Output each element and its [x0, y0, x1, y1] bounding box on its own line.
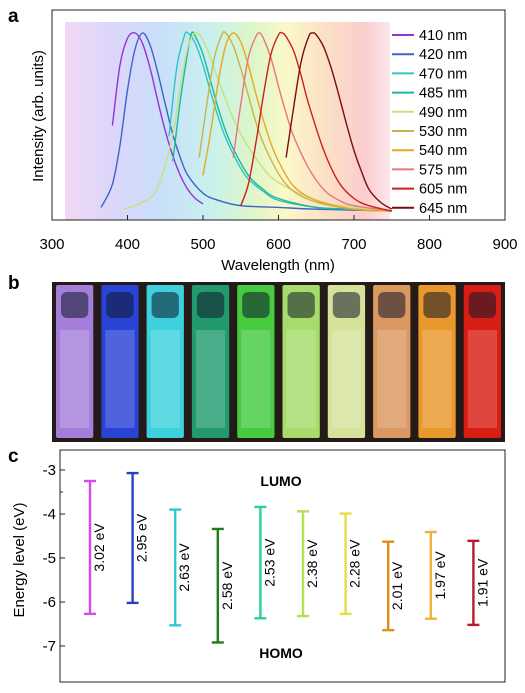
homo-label: HOMO	[259, 645, 303, 661]
spectrum-line	[111, 32, 204, 205]
vial	[237, 285, 275, 438]
vial-cap	[196, 292, 225, 318]
vial-cap	[61, 292, 89, 318]
vial-cap	[378, 292, 406, 318]
x-tick-label-a: 700	[341, 236, 366, 253]
legend-label: 485 nm	[419, 86, 467, 102]
legend-label: 575 nm	[419, 162, 467, 178]
legend-label: 605 nm	[419, 182, 467, 198]
bandgap-label: 2.63 eV	[176, 543, 192, 592]
lumo-label: LUMO	[260, 473, 301, 489]
panel-label-b: b	[8, 273, 20, 294]
panel-label-c: c	[8, 446, 19, 467]
vial	[56, 285, 94, 438]
x-tick-label-a: 500	[190, 236, 215, 253]
vial-cap	[287, 292, 315, 318]
spectrum-line	[202, 32, 392, 212]
legend-label: 420 nm	[419, 47, 467, 63]
energy-bars: 3.02 eV 2.95 eV 2.63 eV 2.58 eV 2.53 eV 2.38 …	[84, 471, 490, 644]
y-tick-label-c: -5	[43, 550, 56, 567]
legend-label: 540 nm	[419, 143, 467, 159]
vial-cap	[242, 292, 270, 318]
vial-glow	[286, 330, 316, 428]
bandgap-label: 2.38 eV	[304, 539, 320, 588]
spectrum-line	[232, 32, 392, 212]
vial-glow	[60, 330, 90, 428]
legend-label: 410 nm	[419, 28, 467, 44]
spectrum-line	[123, 32, 392, 212]
vial-cap	[106, 292, 134, 318]
vial-row	[56, 285, 501, 438]
y-axis-label-a: Intensity (arb. units)	[30, 50, 47, 182]
spectrum-line	[198, 30, 392, 212]
x-tick-label-a: 800	[417, 236, 442, 253]
vial-glow	[105, 330, 135, 428]
x-tick-label-a: 400	[115, 236, 140, 253]
bandgap-label: 2.01 eV	[389, 561, 405, 610]
panel-b: b	[8, 273, 505, 442]
legend-label: 530 nm	[419, 124, 467, 140]
x-tick-label-a: 600	[266, 236, 291, 253]
vial-glow	[331, 330, 362, 428]
vial-glow	[241, 330, 271, 428]
vial-glow	[195, 330, 226, 428]
bandgap-label: 3.02 eV	[91, 523, 107, 572]
y-tick-label-c: -6	[43, 594, 56, 611]
vial-cap	[151, 292, 179, 318]
vial	[463, 285, 501, 438]
spectrum-line	[240, 31, 392, 212]
spectrum-line	[100, 32, 392, 212]
y-axis-c: -3 -4 -5 -6 -7	[43, 462, 65, 655]
spectra-lines	[100, 30, 393, 212]
panel-c: c -3 -4 -5 -6 -7 3.02 eV 2.95 eV 2.63 eV 2.58 e…	[8, 446, 506, 683]
spectrum-line	[285, 32, 393, 210]
vial	[101, 285, 139, 438]
vial	[373, 285, 411, 438]
x-axis-a: 300 400 500 600 700 800 900	[39, 215, 518, 253]
bandgap-label: 2.95 eV	[134, 513, 150, 562]
vial-glow	[467, 330, 497, 428]
bandgap-label: 2.53 eV	[261, 538, 277, 587]
plot-frame-c	[59, 449, 506, 683]
vial	[191, 285, 230, 438]
x-tick-label-a: 300	[39, 236, 64, 253]
x-tick-label-a: 900	[492, 236, 517, 253]
vial-glow	[150, 330, 180, 428]
vial-cap	[332, 292, 361, 318]
y-tick-label-c: -7	[43, 638, 56, 655]
y-tick-label-c: -4	[43, 506, 56, 523]
legend-a: 410 nm 420 nm 470 nm 485 nm 490 nm 530 nm 540 …	[392, 28, 467, 217]
bandgap-label: 1.97 eV	[432, 551, 448, 600]
vial	[146, 285, 184, 438]
bandgap-label: 1.91 eV	[474, 558, 490, 607]
vial	[327, 285, 366, 438]
legend-label: 645 nm	[419, 201, 467, 217]
spectrum-line	[168, 31, 392, 212]
vial	[418, 285, 456, 438]
spectrum-background	[65, 22, 390, 220]
bandgap-label: 2.58 eV	[219, 561, 235, 610]
vial-cap	[468, 292, 496, 318]
y-axis-label-c: Energy level (eV)	[11, 502, 28, 617]
panel-a: a 300 400 500 600 700 800 900 410 nm 420 nm 470 …	[8, 6, 518, 274]
vial-cap	[423, 292, 451, 318]
vial	[282, 285, 320, 438]
vial-glow	[422, 330, 452, 428]
x-axis-label-a: Wavelength (nm)	[221, 257, 335, 274]
panel-label-a: a	[8, 6, 19, 27]
bandgap-label: 2.28 eV	[347, 539, 363, 588]
vial-glow	[377, 330, 407, 428]
legend-label: 490 nm	[419, 105, 467, 121]
legend-label: 470 nm	[419, 66, 467, 82]
spectrum-line	[172, 31, 392, 212]
y-tick-label-c: -3	[43, 462, 56, 479]
